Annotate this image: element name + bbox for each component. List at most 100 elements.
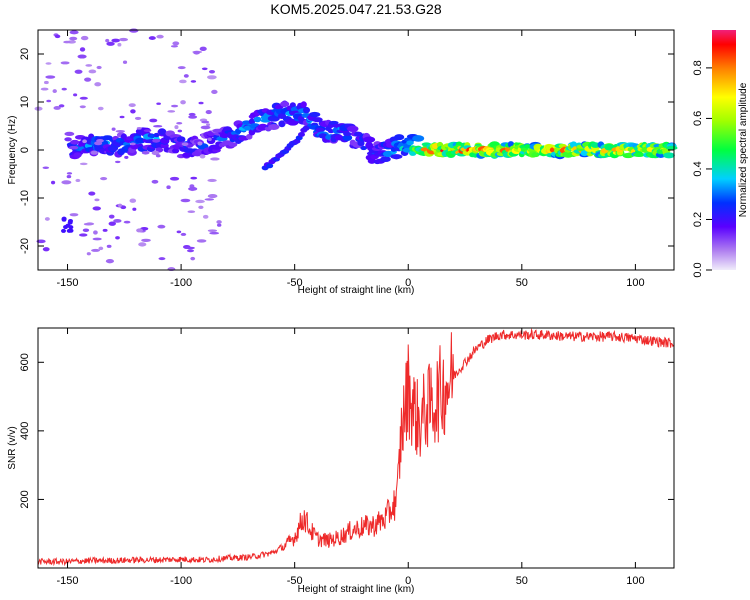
spectrogram-cell: [390, 154, 403, 160]
spectrogram-cell: [123, 220, 131, 224]
spectrogram-cell: [129, 198, 137, 203]
spectrogram-cell: [79, 96, 88, 100]
spectrogram-cell: [308, 111, 321, 118]
spectrogram-cell: [297, 131, 305, 137]
spectrogram-cell: [44, 217, 50, 221]
spectrogram-cell: [40, 87, 49, 91]
colorbar-tick-label: 0.2: [692, 212, 704, 227]
spectrogram-cell: [207, 194, 218, 199]
spectrogram-cell: [406, 140, 414, 146]
spectrogram-cell: [94, 82, 102, 87]
spectrogram-cell: [158, 257, 166, 261]
spectrogram-cell: [380, 156, 391, 163]
spectrogram-x-tick-label: 100: [626, 277, 644, 289]
spectrogram-cell: [66, 172, 73, 175]
spectrogram-cell: [117, 42, 122, 47]
spectrogram-cell: [183, 74, 189, 78]
spectrogram-cell: [357, 140, 365, 147]
spectrogram-cell: [181, 142, 189, 147]
spectrogram-cell: [268, 124, 280, 130]
spectrogram-cell: [85, 64, 93, 67]
snr-x-tick-label: -150: [57, 575, 79, 587]
spectrogram-cell: [412, 135, 425, 142]
spectrogram-cell: [61, 87, 67, 91]
spectrogram-y-tick-label: 20: [19, 48, 31, 60]
spectrogram-cell: [209, 231, 220, 235]
spectrogram-cell: [207, 137, 212, 142]
spectrogram-cell: [199, 46, 207, 52]
spectrogram-cell: [84, 77, 92, 82]
spectrogram-cell: [156, 102, 161, 105]
spectrogram-cell: [124, 155, 129, 159]
spectrogram-y-tick-label: -20: [19, 238, 31, 254]
spectrogram-cell: [185, 246, 195, 250]
spectrogram-cell: [228, 142, 238, 148]
spectrogram-cell: [58, 104, 65, 108]
spectrogram-cell: [73, 93, 78, 97]
spectrogram-cell: [79, 105, 86, 109]
spectrogram-cell: [42, 166, 50, 170]
spectrogram-cell: [96, 65, 102, 70]
spectrogram-cell: [141, 238, 151, 243]
spectrogram-cell: [60, 61, 70, 65]
spectrogram-cell: [119, 37, 128, 42]
colorbar-tick-label: 0.8: [692, 60, 704, 75]
spectrogram-cell: [117, 203, 123, 208]
spectrogram-cell: [177, 129, 183, 133]
spectrogram-x-tick-label: -150: [57, 277, 79, 289]
spectrogram-cell: [102, 228, 108, 232]
spectrogram-cell: [253, 116, 262, 123]
colorbar-tick-label: 0.6: [692, 111, 704, 126]
spectrogram-cell: [188, 186, 198, 191]
spectrogram-cell: [134, 116, 142, 120]
spectrogram-cell: [312, 117, 323, 123]
spectrogram-cell: [328, 120, 339, 125]
spectrogram-cell: [204, 198, 215, 201]
spectrogram-cell: [130, 109, 136, 114]
spectrogram-cell: [68, 145, 79, 150]
spectrogram-x-tick-label: 0: [405, 277, 411, 289]
spectrogram-cell: [207, 178, 217, 182]
spectrogram-cell: [198, 205, 204, 210]
snr-plot-area: [38, 328, 674, 568]
spectrogram-cell: [45, 62, 52, 65]
colorbar-gradient: [712, 30, 736, 270]
spectrogram-cell: [70, 139, 80, 145]
spectrogram-cell: [98, 246, 104, 251]
colorbar-ticks: 0.0 0.2 0.4 0.6 0.8: [692, 60, 712, 278]
snr-x-tick-label: 100: [626, 575, 644, 587]
spectrogram-cell: [155, 154, 161, 158]
spectrogram-cell: [206, 123, 211, 127]
spectrogram-cell: [342, 134, 353, 141]
spectrogram-cell: [135, 137, 146, 144]
spectrogram-cell: [201, 67, 208, 71]
spectrogram-cell: [122, 60, 128, 64]
spectrogram-cell: [205, 110, 212, 115]
spectrogram-cell: [90, 150, 99, 155]
spectrogram-cell: [394, 134, 405, 141]
spectrogram-x-tick-label: -50: [287, 277, 303, 289]
spectrogram-cell: [633, 152, 645, 158]
spectrogram-cell: [300, 101, 307, 108]
colorbar: 0.0 0.2 0.4 0.6 0.8 Normalized spectral ampl…: [692, 30, 749, 278]
spectrogram-cell: [211, 89, 218, 95]
spectrogram-cell: [216, 223, 222, 227]
spectrogram-cell: [167, 110, 176, 113]
spectrogram-cell: [106, 244, 112, 248]
spectrogram-cell: [79, 233, 88, 237]
spectrogram-x-ticks: -150 -100 -50 0 50 100: [57, 30, 645, 289]
spectrogram-cell: [141, 150, 150, 155]
spectrogram-cell: [45, 75, 56, 79]
snr-x-tick-label: -100: [170, 575, 192, 587]
spectrogram-cell: [193, 50, 200, 55]
spectrogram-cell: [176, 230, 182, 234]
snr-x-ticks: -150 -100 -50 0 50 100: [57, 328, 645, 587]
spectrogram-cell: [174, 125, 179, 130]
spectrogram-cell: [198, 101, 204, 105]
spectrogram-cell: [94, 141, 103, 146]
spectrogram-cell: [93, 230, 98, 235]
spectrogram-cell: [44, 80, 49, 85]
spectrogram-cell: [151, 150, 160, 156]
spectrogram-cell: [155, 142, 163, 149]
